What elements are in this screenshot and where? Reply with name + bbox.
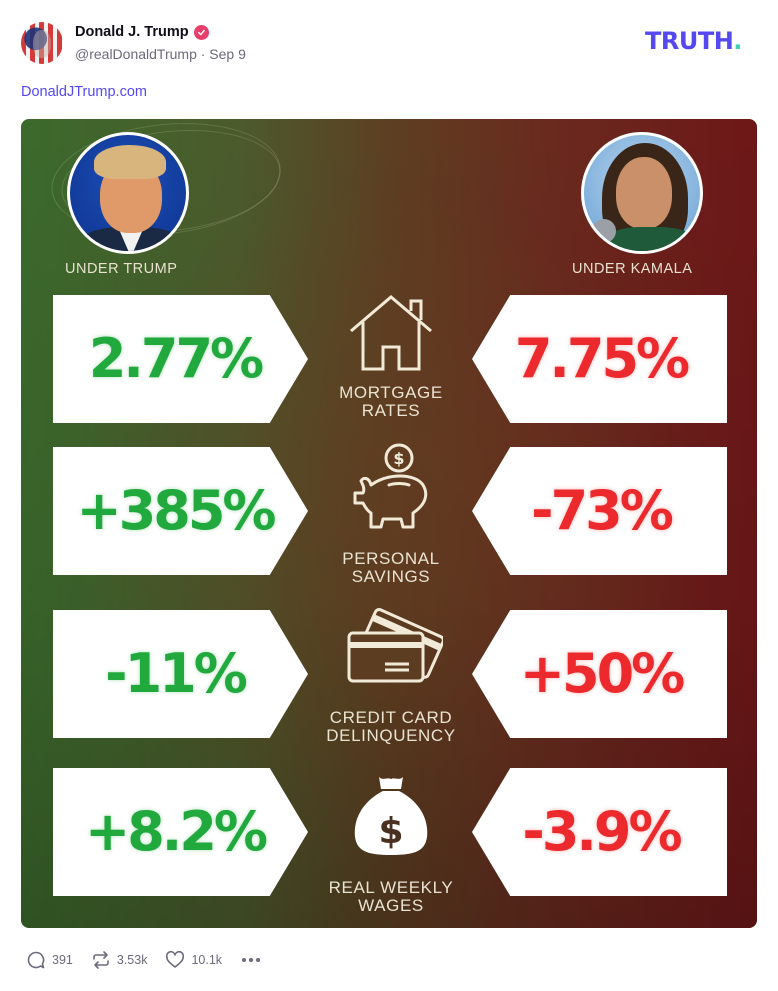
trump-credit-tag: -11% <box>53 610 308 738</box>
truth-logo-dot: . <box>733 27 742 55</box>
trump-wages-tag: +8.2% <box>53 768 308 896</box>
heart-icon <box>166 950 185 968</box>
trump-mortgage-value: 2.77% <box>88 327 264 390</box>
like-count: 10.1k <box>191 953 223 967</box>
personal-savings-label: PERSONAL SAVINGS <box>299 550 483 586</box>
kamala-mortgage-tag: 7.75% <box>472 295 727 423</box>
kamala-wages-value: -3.9% <box>522 800 682 863</box>
kamala-savings-value: -73% <box>531 479 674 542</box>
trump-savings-value: +385% <box>76 479 276 542</box>
verified-badge-icon <box>193 24 209 40</box>
under-kamala-label: UNDER KAMALA <box>572 261 693 277</box>
label-line-1: MORTGAGE <box>339 383 443 402</box>
svg-text:$: $ <box>378 811 403 852</box>
reply-icon <box>27 951 45 969</box>
kamala-portrait <box>581 132 703 254</box>
post-header: Donald J. Trump @realDonaldTrump · Sep 9 <box>21 21 761 65</box>
label-line-2: WAGES <box>358 896 424 915</box>
author-handle-and-date[interactable]: @realDonaldTrump · Sep 9 <box>75 46 246 62</box>
retruth-count: 3.53k <box>116 953 148 967</box>
mortgage-rates-label: MORTGAGE RATES <box>299 384 483 420</box>
kamala-credit-value: +50% <box>519 642 686 705</box>
more-options-button[interactable] <box>242 958 261 962</box>
post-link[interactable]: DonaldJTrump.com <box>21 84 147 100</box>
kamala-mortgage-value: 7.75% <box>514 327 690 390</box>
truth-social-logo[interactable]: TRUTH. <box>645 29 742 53</box>
kamala-savings-tag: -73% <box>472 447 727 575</box>
trump-credit-value: -11% <box>105 642 248 705</box>
piggy-bank-icon: $ <box>339 441 443 533</box>
dot <box>249 958 254 962</box>
trump-portrait <box>67 132 189 254</box>
dot <box>256 958 261 962</box>
retruth-icon <box>93 951 109 969</box>
svg-text:$: $ <box>393 449 404 468</box>
trump-wages-value: +8.2% <box>84 800 268 863</box>
retruth-button[interactable]: 3.53k <box>91 950 148 970</box>
label-line-2: RATES <box>361 401 421 420</box>
reply-count: 391 <box>52 953 73 967</box>
trump-mortgage-tag: 2.77% <box>53 295 308 423</box>
avatar[interactable] <box>21 22 63 64</box>
label-line-2: SAVINGS <box>351 567 431 586</box>
reply-button[interactable]: 391 <box>26 950 73 970</box>
real-weekly-wages-label: REAL WEEKLY WAGES <box>299 879 483 915</box>
truth-logo-text: TRUTH <box>645 27 734 55</box>
credit-card-delinquency-label: CREDIT CARD DELINQUENCY <box>299 709 483 745</box>
label-line-1: CREDIT CARD <box>329 708 453 727</box>
label-line-1: REAL WEEKLY <box>328 878 454 897</box>
kamala-wages-tag: -3.9% <box>472 768 727 896</box>
author-name[interactable]: Donald J. Trump <box>75 24 209 40</box>
under-trump-label: UNDER TRUMP <box>65 261 178 277</box>
label-line-1: PERSONAL <box>342 549 440 568</box>
like-button[interactable]: 10.1k <box>165 950 222 970</box>
post-image[interactable]: UNDER TRUMP UNDER KAMALA 2.77% MORTGAGE … <box>21 119 757 928</box>
post-actions: 391 3.53k 10.1k <box>26 948 261 972</box>
trump-savings-tag: +385% <box>53 447 308 575</box>
label-line-2: DELINQUENCY <box>326 726 456 745</box>
author-display-name[interactable]: Donald J. Trump <box>75 24 189 40</box>
kamala-credit-tag: +50% <box>472 610 727 738</box>
dot <box>242 958 247 962</box>
house-icon <box>339 293 443 375</box>
money-bag-icon: $ <box>339 775 443 857</box>
credit-cards-icon <box>339 607 445 689</box>
